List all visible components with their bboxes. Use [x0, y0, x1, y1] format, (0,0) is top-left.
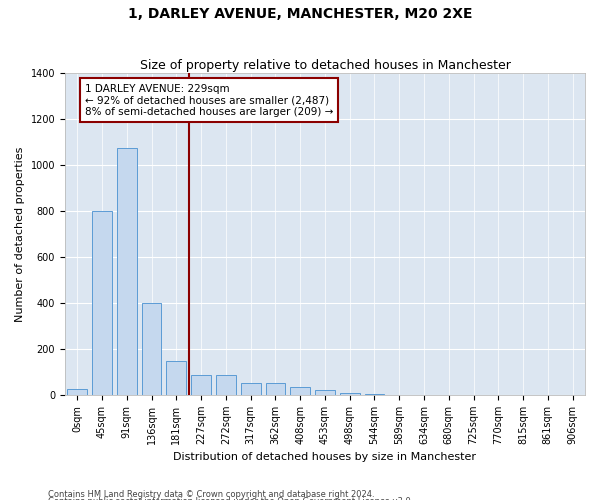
Text: Contains HM Land Registry data © Crown copyright and database right 2024.: Contains HM Land Registry data © Crown c… — [48, 490, 374, 499]
Bar — [117, 148, 137, 395]
Bar — [290, 388, 310, 395]
Title: Size of property relative to detached houses in Manchester: Size of property relative to detached ho… — [140, 59, 511, 72]
Bar — [166, 361, 186, 395]
Bar — [315, 390, 335, 395]
Bar — [92, 211, 112, 395]
Bar — [216, 374, 236, 395]
Bar — [241, 383, 260, 395]
Bar — [266, 383, 286, 395]
Bar — [67, 388, 87, 395]
Text: 1, DARLEY AVENUE, MANCHESTER, M20 2XE: 1, DARLEY AVENUE, MANCHESTER, M20 2XE — [128, 8, 472, 22]
Bar — [340, 393, 359, 395]
Text: Contains public sector information licensed under the Open Government Licence v3: Contains public sector information licen… — [48, 497, 413, 500]
Bar — [142, 303, 161, 395]
Text: 1 DARLEY AVENUE: 229sqm
← 92% of detached houses are smaller (2,487)
8% of semi-: 1 DARLEY AVENUE: 229sqm ← 92% of detache… — [85, 84, 333, 116]
Y-axis label: Number of detached properties: Number of detached properties — [15, 146, 25, 322]
X-axis label: Distribution of detached houses by size in Manchester: Distribution of detached houses by size … — [173, 452, 476, 462]
Bar — [191, 374, 211, 395]
